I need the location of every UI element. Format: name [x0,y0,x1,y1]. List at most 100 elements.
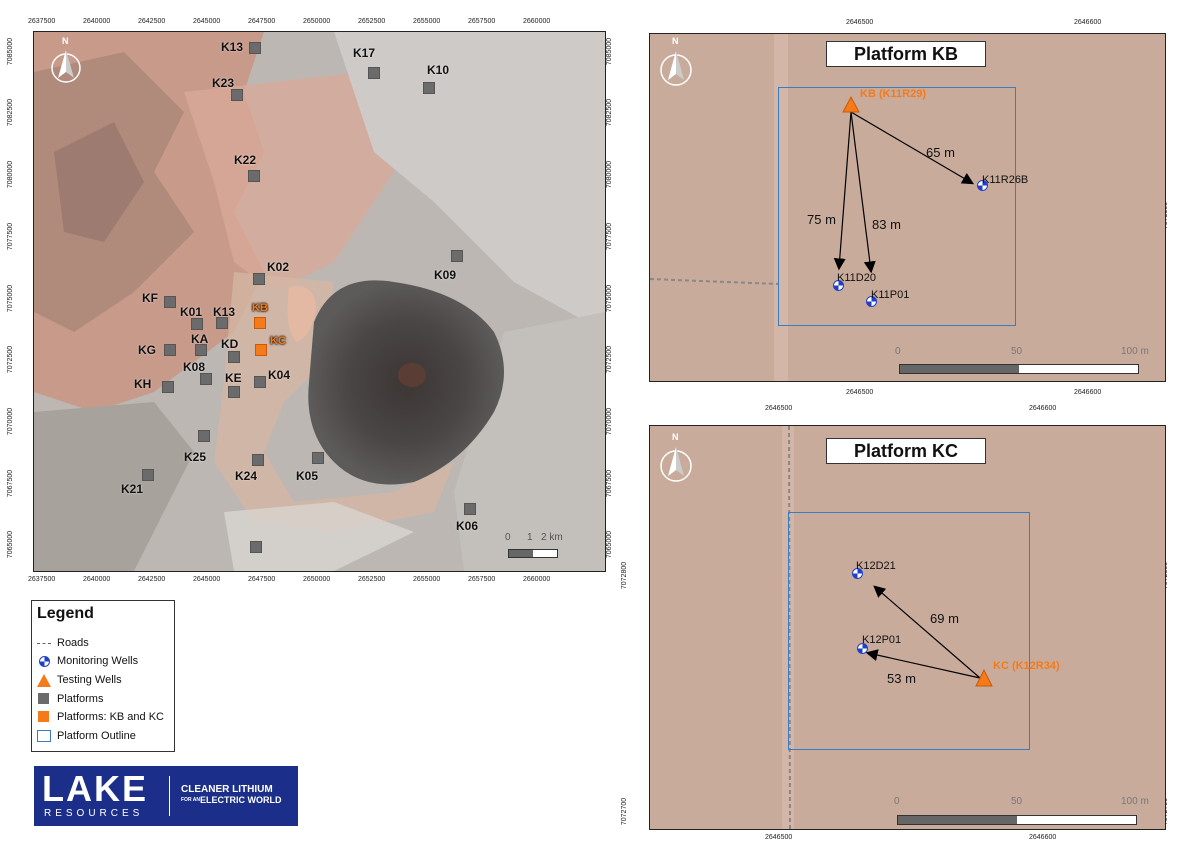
legend-item-platforms: Platforms [37,693,103,705]
scale-label: 0 [894,796,900,807]
platform-label: K22 [234,153,257,167]
kb-map[interactable]: Platform KB N KB (K11R29) 65 m 75 m 83 m… [649,33,1166,382]
platform-marker[interactable] [254,376,266,388]
platform-marker[interactable] [200,373,212,385]
platform-label: KE [225,371,242,385]
platform-marker[interactable] [231,89,243,101]
platform-marker[interactable] [195,344,207,356]
legend-title: Legend [37,605,94,622]
platform-label: K13 [213,305,236,319]
monitoring-well-icon[interactable] [833,280,844,291]
testing-well-icon [37,674,51,687]
platform-marker[interactable] [228,351,240,363]
platform-icon [37,693,51,705]
overview-map[interactable]: N K13 K17 K10 K23 K22 K02 K09 KF K01 K13… [33,31,606,572]
platform-marker[interactable] [142,469,154,481]
x-tick: 2647500 [248,576,276,583]
platform-kb-marker[interactable] [254,317,266,329]
x-tick: 2647500 [248,18,276,25]
y-tick: 7085000 [7,37,15,66]
monitoring-well-icon[interactable] [857,643,868,654]
distance-label: 75 m [807,212,836,227]
scale-label: 0 [505,532,511,543]
monitoring-well-icon[interactable] [977,180,988,191]
logo-tagline-2b: ELECTRIC WORLD [200,795,282,805]
platform-label: K13 [221,40,244,54]
kb-testing-well-label: KB (K11R29) [860,88,927,100]
x-tick: 2646600 [1074,19,1102,26]
platform-marker[interactable] [253,273,265,285]
monitoring-well-icon[interactable] [866,296,877,307]
platform-marker[interactable] [423,82,435,94]
logo-sub: RESOURCES [44,808,144,819]
y-tick: 7065000 [606,530,614,559]
legend-label: Roads [57,637,89,649]
legend-label: Platform Outline [57,730,136,742]
platform-marker[interactable] [249,42,261,54]
legend-item-platform-outline: Platform Outline [37,730,136,742]
platform-label: K09 [434,268,457,282]
kc-ground [650,426,1165,829]
platform-marker[interactable] [228,386,240,398]
platform-marker[interactable] [216,317,228,329]
x-tick: 2657500 [468,18,496,25]
y-tick: 7082500 [7,98,15,127]
scale-label: 100 m [1121,346,1149,357]
y-tick: 7075000 [606,284,614,313]
monitoring-well-icon [37,655,51,667]
platform-kc-marker[interactable] [255,344,267,356]
x-tick: 2645000 [193,18,221,25]
kc-map[interactable]: Platform KC N KC (K12R34) 69 m 53 m K12D… [649,425,1166,830]
platform-label: K25 [184,450,207,464]
platform-marker[interactable] [312,452,324,464]
kc-arrows [865,585,993,687]
y-tick: 7070000 [7,407,15,436]
x-tick: 2660000 [523,18,551,25]
x-tick: 2650000 [303,576,331,583]
y-tick: 7067500 [606,469,614,498]
x-tick: 2655000 [413,576,441,583]
platform-marker[interactable] [164,296,176,308]
kb-title: Platform KB [826,41,986,67]
platform-label: KA [191,332,209,346]
platform-marker[interactable] [464,503,476,515]
scale-label: 50 [1011,346,1023,357]
north-label: N [672,432,679,442]
platform-marker[interactable] [191,318,203,330]
north-arrow-icon [660,51,692,86]
logo-tagline-2a: FOR AN [181,797,200,803]
legend-label: Monitoring Wells [57,655,139,667]
platform-label: KH [134,377,152,391]
distance-label: 53 m [887,671,916,686]
y-tick: 7067500 [7,469,15,498]
monitoring-well-icon[interactable] [852,568,863,579]
platform-marker[interactable] [198,430,210,442]
x-tick: 2657500 [468,576,496,583]
y-tick: 7072500 [7,345,15,374]
distance-label: 83 m [872,217,901,232]
legend-item-platforms-kb-kc: Platforms: KB and KC [37,711,164,723]
platform-marker[interactable] [250,541,262,553]
kb-arrows [833,95,975,274]
well-label: K11D20 [837,272,876,284]
platform-label: K01 [180,305,203,319]
x-tick: 2646500 [846,389,874,396]
platform-marker[interactable] [252,454,264,466]
road-line-icon [37,637,51,649]
x-tick: 2645000 [193,576,221,583]
platform-marker[interactable] [368,67,380,79]
x-tick: 2646500 [765,834,793,841]
platform-label: K10 [427,63,450,77]
x-tick: 2646500 [765,405,793,412]
platform-label: K21 [121,482,144,496]
scale-label: 0 [895,346,901,357]
logo-divider [169,776,170,816]
platform-marker[interactable] [162,381,174,393]
platform-marker[interactable] [164,344,176,356]
platform-marker[interactable] [248,170,260,182]
x-tick: 2652500 [358,18,386,25]
x-tick: 2642500 [138,18,166,25]
y-tick: 7075000 [7,284,15,313]
scale-label: 1 [527,532,533,543]
platform-marker[interactable] [451,250,463,262]
